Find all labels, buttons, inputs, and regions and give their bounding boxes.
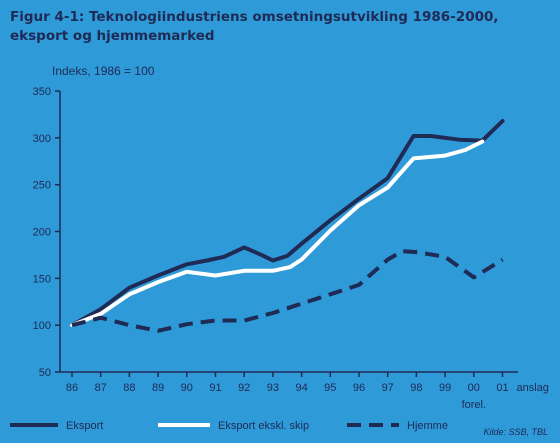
x-tick-label: 91: [209, 382, 221, 394]
x-note-forel: forel.: [462, 399, 486, 411]
series-line-eksport: [70, 119, 505, 328]
y-tick-label: 200: [33, 227, 51, 239]
x-tick-label: 99: [439, 382, 451, 394]
y-tick-label: 50: [39, 367, 51, 379]
y-tick-label: 350: [33, 86, 51, 98]
legend-label-hjemme: Hjemme: [407, 420, 448, 432]
chart-series: [70, 119, 505, 333]
chart-title: Figur 4-1: Teknologiindustriens omsetnin…: [10, 8, 550, 46]
x-tick-label: 97: [382, 382, 394, 394]
y-tick-label: 100: [33, 320, 51, 332]
x-tick-label: 93: [267, 382, 279, 394]
x-tick-label: 98: [410, 382, 422, 394]
y-tick-label: 250: [33, 180, 51, 192]
legend-label-eksport: Eksport: [66, 420, 103, 432]
y-axis-subtitle: Indeks, 1986 = 100: [52, 64, 155, 78]
y-tick-label: 300: [33, 133, 51, 145]
x-tick-label: 86: [66, 382, 78, 394]
chart-axes: 50 100 150 200 250 300 350 86 87 88 89 90 91 92 93 94 95…: [33, 86, 549, 411]
x-tick-label: 89: [152, 382, 164, 394]
chart-title-line-1: Figur 4-1: Teknologiindustriens omsetnin…: [10, 9, 499, 25]
series-line-hjemme: [71, 249, 504, 333]
x-tick-label: 92: [238, 382, 250, 394]
x-tick-label: 88: [123, 382, 135, 394]
x-tick-label: 90: [181, 382, 193, 394]
x-tick-label: 00: [468, 382, 480, 394]
x-tick-label: 96: [353, 382, 365, 394]
y-tick-label: 150: [33, 273, 51, 285]
series-line-eksport-ekskl-skip: [70, 139, 485, 328]
x-tick-label: 95: [324, 382, 336, 394]
chart-title-line-2: eksport og hjemmemarked: [10, 28, 215, 44]
x-tick-label: 01: [496, 382, 508, 394]
x-tick-label: 87: [95, 382, 107, 394]
source-note: Kilde: SSB, TBL: [483, 427, 548, 437]
chart-legend: Eksport Eksport ekskl. skip Hjemme: [10, 420, 448, 432]
legend-label-eksport-ekskl-skip: Eksport ekskl. skip: [218, 420, 309, 432]
x-note-anslag: anslag: [517, 382, 549, 394]
x-tick-label: 94: [295, 382, 307, 394]
